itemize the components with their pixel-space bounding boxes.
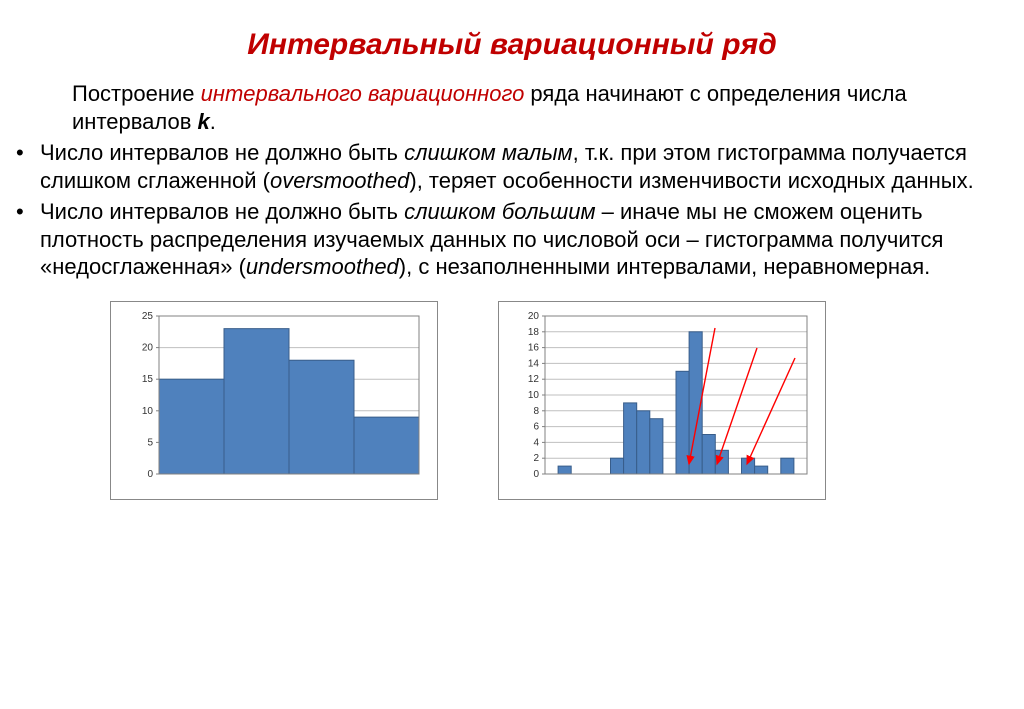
chart-left-frame: 0 5 10 15 20 25 bbox=[110, 301, 438, 500]
b2-t1: Число интервалов не должно быть bbox=[40, 199, 404, 224]
svg-text:14: 14 bbox=[528, 358, 540, 369]
svg-text:5: 5 bbox=[147, 437, 153, 448]
b1-em2: oversmoothed bbox=[270, 168, 409, 193]
svg-text:8: 8 bbox=[533, 405, 539, 416]
charts-row: 0 5 10 15 20 25 0 2 4 6 8 10 12 14 16 18 20 bbox=[40, 301, 984, 500]
intro-paragraph: Построение интервального вариационного р… bbox=[72, 80, 984, 135]
bullet-1: Число интервалов не должно быть слишком … bbox=[40, 139, 984, 194]
bullet-2: Число интервалов не должно быть слишком … bbox=[40, 198, 984, 281]
svg-text:2: 2 bbox=[533, 453, 539, 464]
svg-text:25: 25 bbox=[142, 311, 154, 322]
svg-text:15: 15 bbox=[142, 374, 154, 385]
svg-text:10: 10 bbox=[142, 405, 154, 416]
svg-text:20: 20 bbox=[142, 342, 154, 353]
chart-left-histogram: 0 5 10 15 20 25 bbox=[119, 308, 429, 488]
intro-part1: Построение bbox=[72, 81, 201, 106]
svg-text:10: 10 bbox=[528, 390, 540, 401]
intro-k: k bbox=[198, 109, 210, 134]
svg-text:18: 18 bbox=[528, 326, 540, 337]
slide-title: Интервальный вариационный ряд bbox=[40, 28, 984, 62]
b1-em1: слишком малым bbox=[404, 140, 572, 165]
svg-text:6: 6 bbox=[533, 421, 539, 432]
b1-t3: ), теряет особенности изменчивости исход… bbox=[409, 168, 973, 193]
svg-text:12: 12 bbox=[528, 374, 540, 385]
slide: Интервальный вариационный ряд Построение… bbox=[0, 0, 1024, 709]
b2-em2: undersmoothed bbox=[246, 254, 399, 279]
svg-text:20: 20 bbox=[528, 311, 540, 322]
svg-text:0: 0 bbox=[147, 469, 153, 480]
svg-text:16: 16 bbox=[528, 342, 540, 353]
b2-em1: слишком большим bbox=[404, 199, 595, 224]
intro-part3: . bbox=[210, 109, 216, 134]
chart-right-histogram: 0 2 4 6 8 10 12 14 16 18 20 bbox=[507, 308, 817, 488]
chart-right-frame: 0 2 4 6 8 10 12 14 16 18 20 bbox=[498, 301, 826, 500]
b1-t1: Число интервалов не должно быть bbox=[40, 140, 404, 165]
intro-emphasis: интервального вариационного bbox=[201, 81, 525, 106]
svg-text:4: 4 bbox=[533, 437, 539, 448]
b2-t3: ), с незаполненными интервалами, неравно… bbox=[399, 254, 930, 279]
svg-text:0: 0 bbox=[533, 469, 539, 480]
